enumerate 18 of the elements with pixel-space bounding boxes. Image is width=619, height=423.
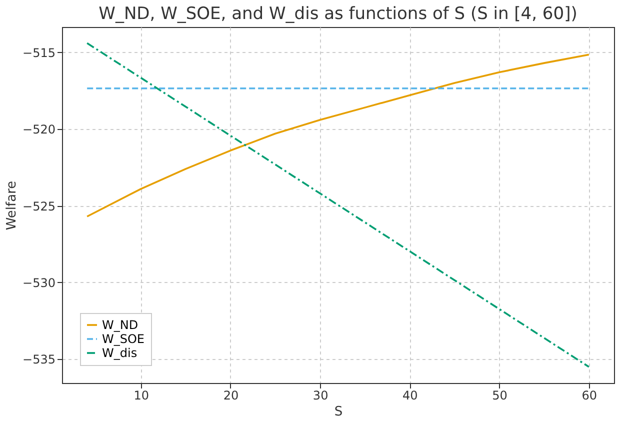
chart-title: W_ND, W_SOE, and W_dis as functions of S (S in [4, 60]) — [98, 4, 578, 24]
x-axis-title: S — [334, 404, 343, 420]
x-tick-label: 50 — [492, 388, 508, 402]
y-tick-label: −535 — [22, 352, 56, 367]
y-axis-title: Welfare — [4, 180, 20, 230]
x-tick-label: 20 — [223, 388, 239, 402]
x-tick-label: 40 — [402, 388, 418, 402]
legend-label: W_ND — [102, 318, 138, 332]
y-tick-label: −520 — [22, 122, 56, 137]
x-tick-label: 30 — [312, 388, 328, 402]
legend-label: W_dis — [102, 346, 138, 360]
y-tick-label: −515 — [22, 46, 56, 60]
y-tick-label: −525 — [22, 199, 56, 214]
y-tick-label: −530 — [22, 276, 56, 290]
x-tick-label: 10 — [134, 388, 149, 402]
x-tick-label: 60 — [582, 388, 598, 402]
line-series — [86, 54, 590, 218]
legend-label: W_SOE — [102, 332, 145, 346]
